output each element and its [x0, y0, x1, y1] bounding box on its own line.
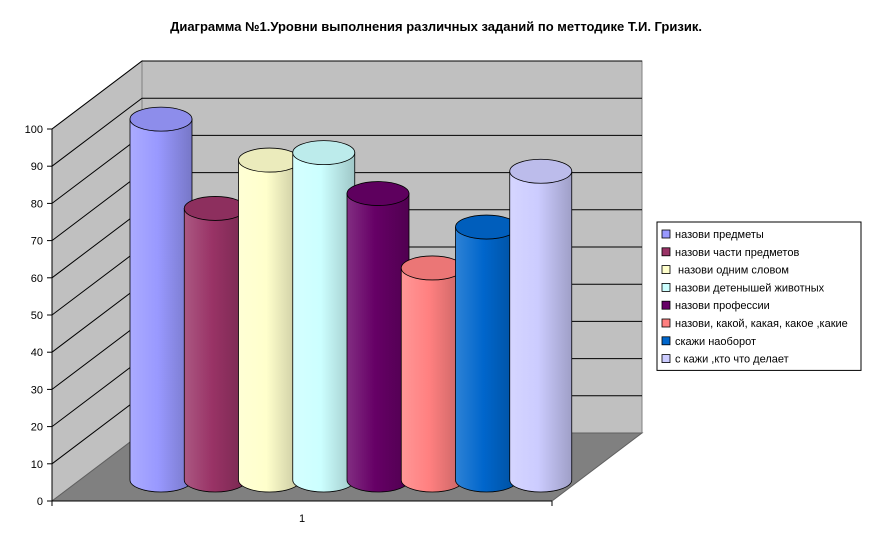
y-tick-label: 0: [37, 496, 43, 508]
bar-top: [292, 140, 356, 166]
bar-4: [292, 140, 356, 493]
bar-body: [292, 152, 356, 493]
y-tick-label: 10: [31, 459, 43, 471]
legend-swatch: [661, 300, 671, 310]
bars: [129, 106, 573, 493]
bar-top: [400, 255, 464, 281]
bar-top: [129, 106, 193, 132]
bar-1: [129, 106, 193, 493]
bar-body: [346, 193, 410, 493]
bar-top: [183, 196, 247, 221]
gridline: [51, 97, 642, 167]
legend-swatch: [661, 282, 671, 292]
y-tick-label: 30: [31, 384, 43, 396]
bar-body: [455, 226, 518, 493]
y-tick-label: 100: [25, 124, 43, 136]
legend-label: назови детенышей животных: [675, 282, 825, 294]
value-axis: 0 10 20 30 40 50 60 70 80 90 100: [25, 124, 53, 508]
bar-body: [129, 118, 193, 493]
legend-swatch: [661, 229, 671, 239]
bar-body: [509, 170, 573, 493]
y-tick-label: 90: [31, 161, 43, 173]
legend-swatch: [661, 336, 671, 346]
category-axis: 1: [51, 500, 553, 525]
chart-title: Диаграмма №1.Уровни выполнения различных…: [170, 19, 702, 34]
bar-top: [509, 158, 573, 184]
gridline: [51, 60, 642, 130]
legend-label: назови, какой, какая, какое ,какие: [675, 318, 848, 330]
bar-top: [238, 147, 301, 173]
bar-top: [346, 181, 410, 206]
legend-label: назови части предметов: [675, 247, 799, 259]
legend-label: назови профессии: [675, 300, 770, 312]
legend: назови предметы назови части предметов на…: [656, 221, 862, 371]
y-tick-label: 50: [31, 310, 43, 322]
legend-swatch: [661, 318, 671, 328]
bar-3: [238, 147, 301, 493]
bar-top: [455, 214, 518, 240]
legend-swatch: [661, 247, 671, 257]
bar-5: [346, 181, 410, 493]
bar-6: [400, 255, 464, 493]
bar-8: [509, 158, 573, 493]
legend-label: назови одним словом: [675, 265, 789, 277]
bar-body: [183, 208, 247, 493]
x-tick-label: 1: [299, 513, 305, 525]
y-tick-label: 20: [31, 422, 43, 434]
y-tick-label: 60: [31, 273, 43, 285]
legend-label: скажи наоборот: [675, 336, 756, 348]
y-tick-label: 70: [31, 236, 43, 248]
bar-7: [455, 214, 518, 493]
y-tick-label: 80: [31, 198, 43, 210]
legend-label: назови предметы: [675, 229, 764, 241]
legend-box: [656, 221, 862, 371]
legend-swatch: [661, 354, 671, 364]
legend-swatch: [661, 265, 671, 275]
legend-label: с кажи ,кто что делает: [675, 354, 789, 366]
bar-body: [400, 267, 464, 493]
bar-2: [183, 196, 247, 493]
bar-body: [238, 159, 301, 493]
y-tick-label: 40: [31, 347, 43, 359]
